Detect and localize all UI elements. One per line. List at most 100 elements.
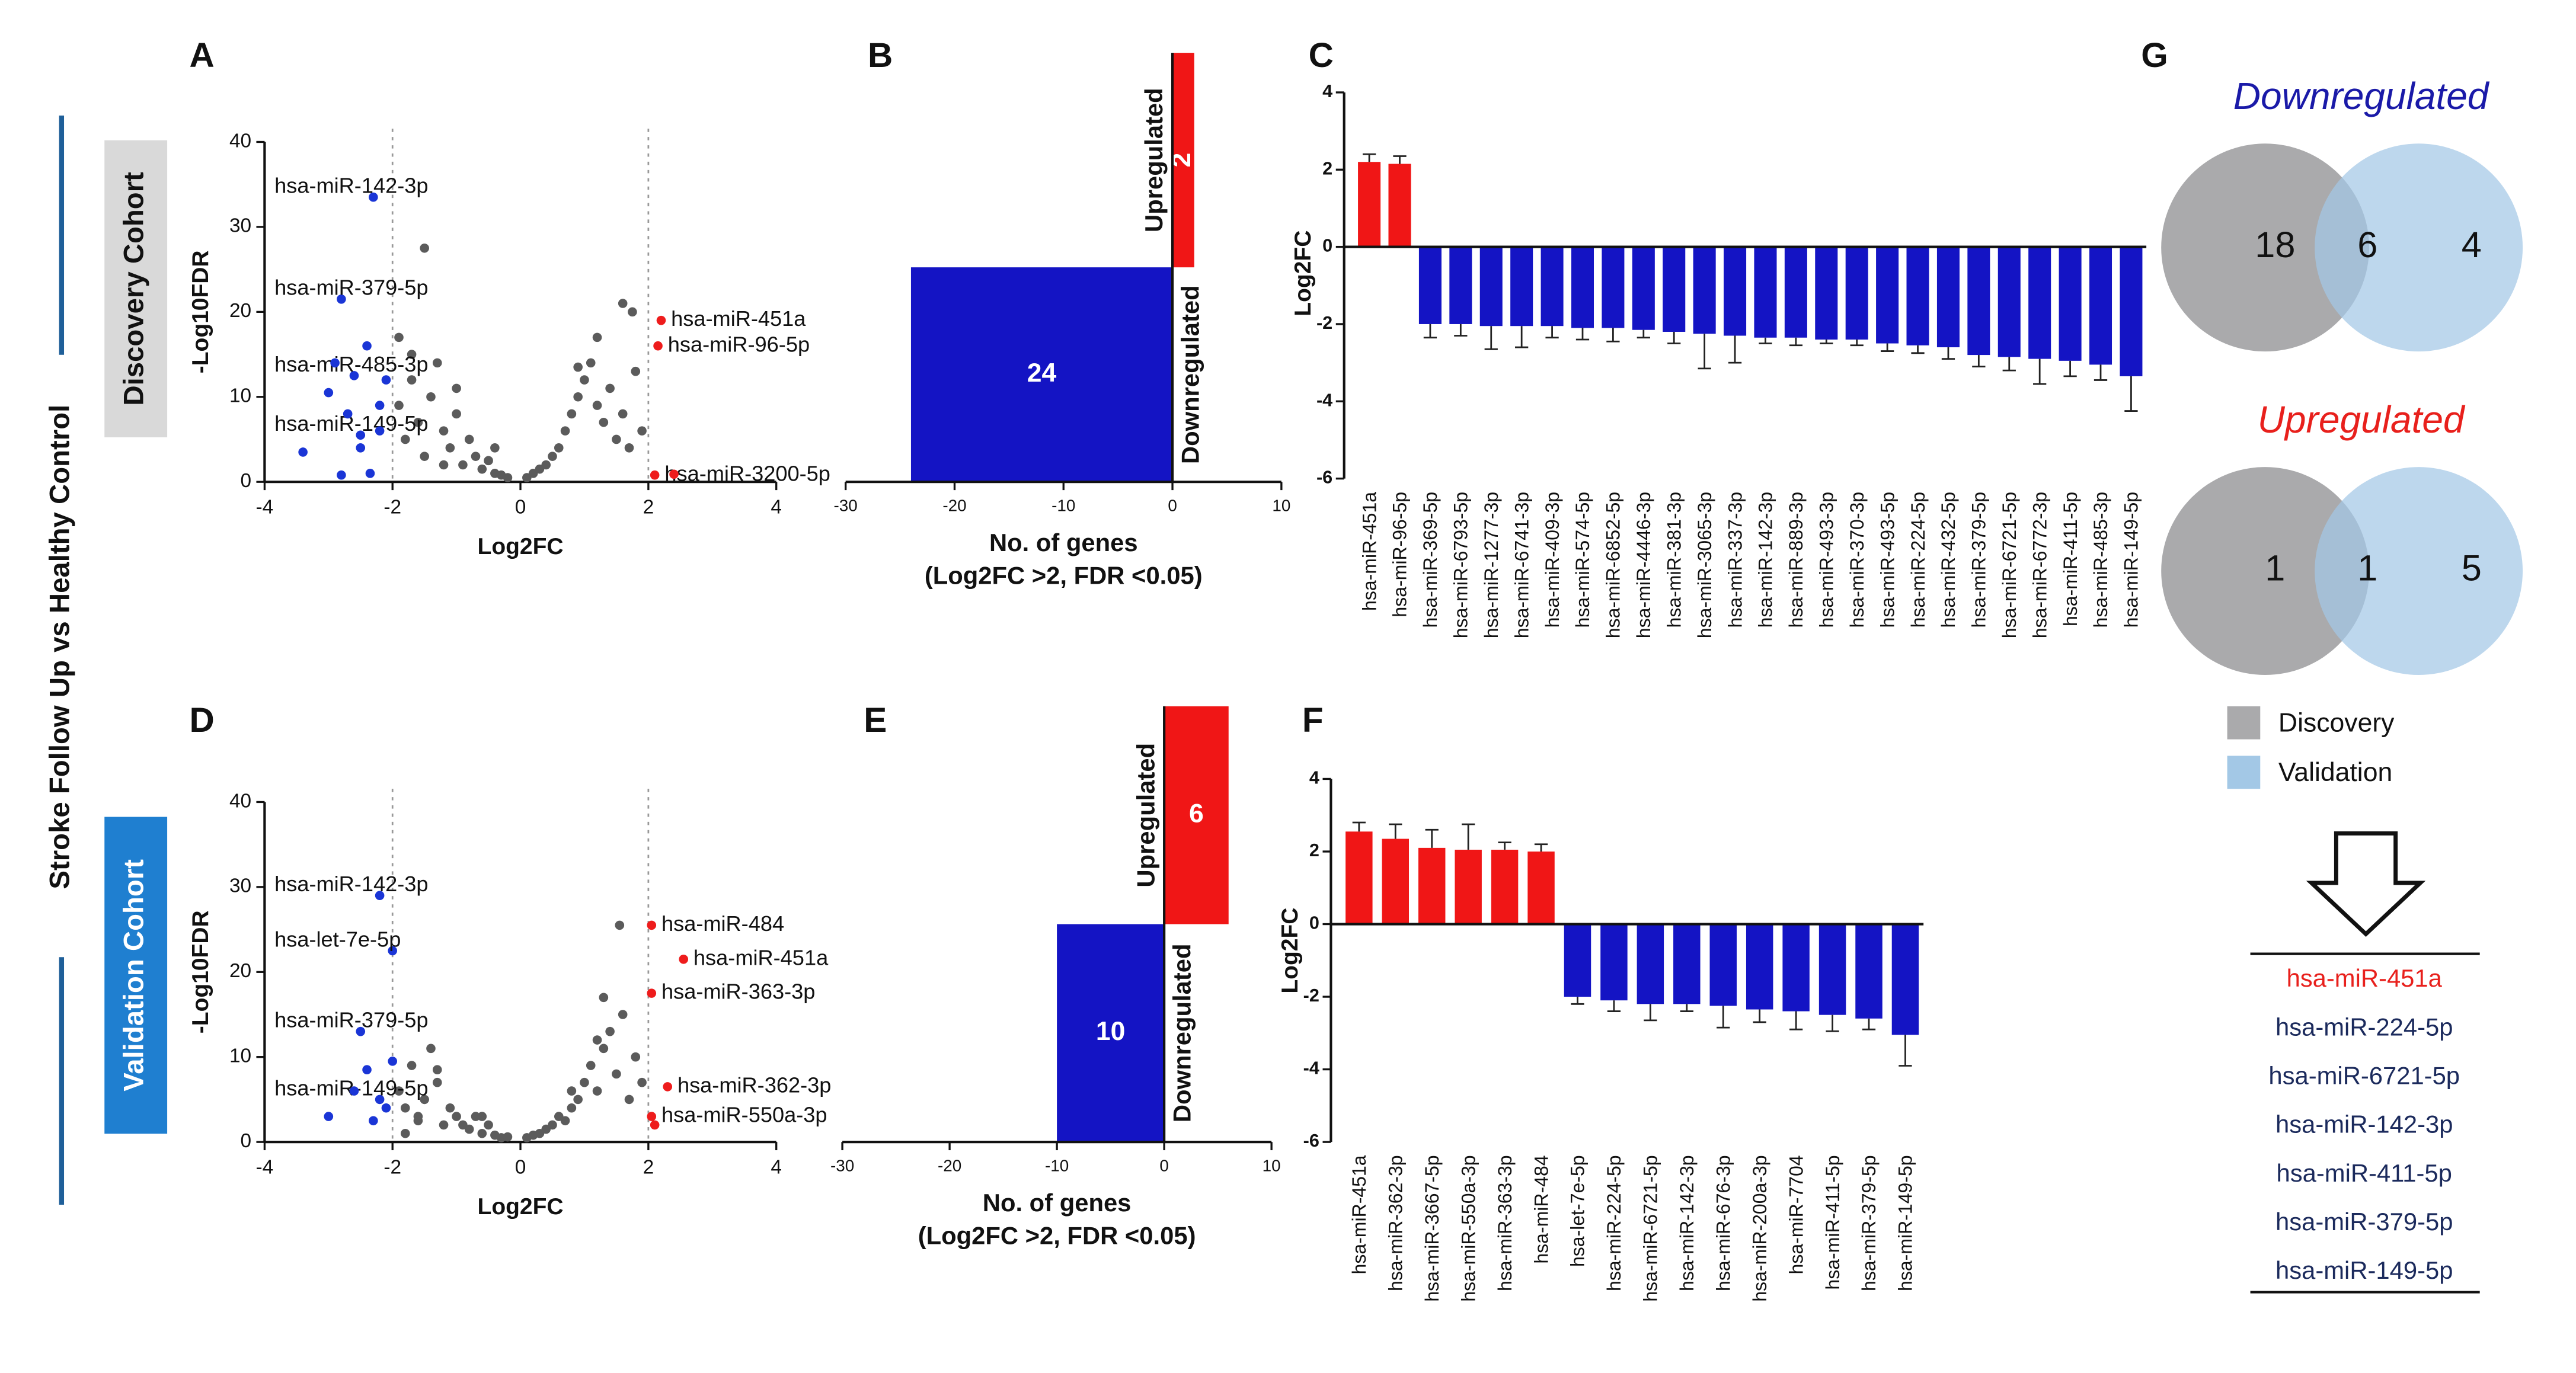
point	[599, 993, 609, 1003]
x-tick-label: -30	[834, 496, 858, 514]
bar	[1784, 247, 1807, 338]
bar	[910, 267, 1173, 482]
point	[388, 946, 398, 956]
bar	[1663, 247, 1686, 332]
point	[650, 470, 660, 480]
point	[458, 460, 468, 470]
point	[365, 469, 375, 478]
x-tick-label: hsa-miR-7704	[1785, 1155, 1807, 1274]
x-tick-label: hsa-miR-369-5p	[1420, 492, 1441, 628]
point	[592, 1035, 602, 1045]
point-label: hsa-miR-379-5p	[274, 276, 428, 300]
x-tick-label: hsa-miR-224-5p	[1603, 1155, 1625, 1291]
category-label: Upregulated	[1140, 88, 1168, 232]
point	[362, 341, 372, 351]
x-tick-label: 0	[515, 497, 526, 519]
bar	[1693, 247, 1716, 334]
point-label: hsa-miR-363-3p	[661, 980, 815, 1004]
list-item: hsa-miR-142-3p	[2275, 1110, 2453, 1138]
x-tick-label: 0	[1159, 1156, 1168, 1174]
list-item: hsa-miR-379-5p	[2275, 1208, 2453, 1236]
x-tick-label: hsa-miR-676-3p	[1712, 1155, 1734, 1291]
point	[605, 383, 615, 393]
x-tick-label: hsa-miR-3667-5p	[1421, 1155, 1443, 1301]
venn-count: 1	[2265, 548, 2285, 588]
point	[426, 1044, 436, 1054]
bar	[1637, 924, 1664, 1004]
point	[439, 426, 449, 436]
bar	[1057, 924, 1165, 1142]
x-tick-label: hsa-miR-432-5p	[1938, 492, 1959, 628]
bar	[1815, 247, 1838, 340]
point	[653, 341, 663, 351]
bar	[1345, 831, 1373, 924]
point	[656, 315, 666, 325]
x-tick-label: hsa-miR-96-5p	[1389, 492, 1411, 617]
point	[647, 920, 657, 930]
bar	[1358, 162, 1381, 247]
point	[567, 1103, 577, 1113]
list-item: hsa-miR-149-5p	[2275, 1256, 2453, 1284]
point	[452, 383, 461, 393]
point	[388, 1057, 398, 1066]
point	[650, 1120, 660, 1130]
point	[615, 920, 625, 930]
point	[375, 1094, 385, 1105]
x-tick-label: hsa-miR-149-5p	[2121, 492, 2142, 628]
panel-letter: G	[2141, 36, 2168, 75]
point	[647, 988, 657, 998]
bar	[1541, 247, 1564, 327]
x-tick-label: hsa-miR-6852-5p	[1603, 492, 1624, 638]
x-tick-label: hsa-miR-1277-3p	[1481, 492, 1502, 638]
y-tick-label: 30	[229, 875, 251, 897]
bar	[1997, 247, 2021, 357]
category-label: Downregulated	[1168, 943, 1196, 1122]
x-tick-label: hsa-miR-451a	[1348, 1155, 1370, 1274]
bar	[1724, 247, 1747, 336]
x-tick-label: hsa-miR-6721-5p	[1640, 1155, 1661, 1301]
point	[401, 1128, 410, 1138]
point	[407, 1061, 417, 1070]
legend-swatch	[2227, 756, 2261, 789]
point	[464, 1124, 474, 1134]
bar	[1855, 924, 1883, 1019]
list-item: hsa-miR-411-5p	[2277, 1159, 2452, 1187]
panel-letter: D	[189, 701, 214, 740]
bar	[1479, 247, 1503, 327]
x-axis-label: (Log2FC >2, FDR <0.05)	[918, 1222, 1196, 1250]
y-tick-label: 40	[229, 130, 251, 152]
bar	[1600, 924, 1628, 1001]
x-tick-label: hsa-miR-451a	[1359, 492, 1380, 611]
venn-title: Upregulated	[2258, 398, 2466, 441]
point	[401, 434, 410, 444]
bar	[1510, 247, 1533, 327]
y-tick-label: 0	[1309, 913, 1319, 933]
point	[567, 409, 577, 419]
bar	[1754, 247, 1777, 338]
bar	[1936, 247, 1960, 348]
y-tick-label: 0	[241, 1130, 252, 1152]
point	[586, 358, 596, 368]
x-tick-label: hsa-miR-6793-5p	[1450, 492, 1472, 638]
point	[573, 362, 583, 372]
bar	[1818, 924, 1846, 1015]
point	[432, 1065, 442, 1075]
point	[369, 192, 378, 202]
x-tick-label: hsa-miR-337-3p	[1724, 492, 1746, 628]
point	[394, 1086, 404, 1096]
x-tick-label: 2	[643, 1157, 654, 1179]
value-label: 6	[1189, 799, 1204, 828]
venn-title: Downregulated	[2233, 75, 2490, 117]
x-tick-label: hsa-let-7e-5p	[1567, 1155, 1589, 1267]
x-tick-label: hsa-miR-411-5p	[2060, 492, 2081, 626]
point	[452, 1112, 461, 1121]
x-tick-label: 0	[1168, 496, 1177, 514]
x-tick-label: hsa-miR-381-3p	[1663, 492, 1685, 628]
legend-label: Validation	[2278, 758, 2392, 787]
point	[560, 1116, 570, 1126]
bar	[1418, 847, 1446, 924]
y-tick-label: 4	[1322, 81, 1332, 101]
bar	[1602, 247, 1625, 328]
y-axis-label: Log2FC	[1290, 231, 1316, 316]
